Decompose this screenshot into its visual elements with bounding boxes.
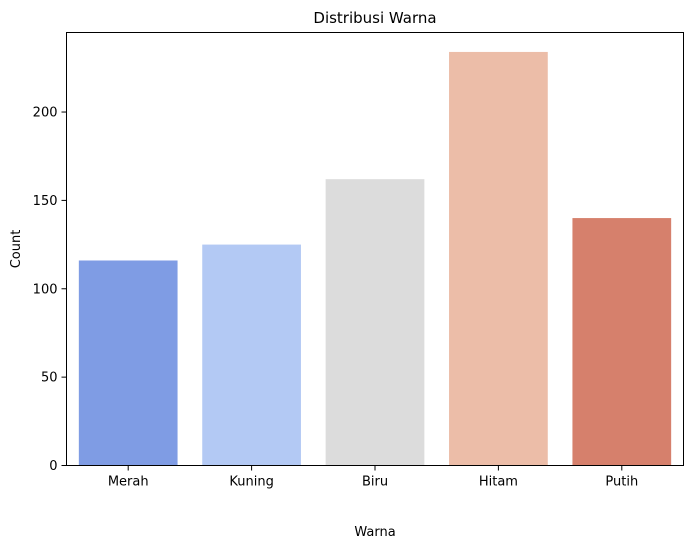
- bar-biru: [325, 179, 425, 466]
- bar-kuning: [202, 244, 301, 466]
- bars-group: [78, 51, 672, 466]
- y-tick-label: 50: [41, 371, 58, 386]
- bar-hitam: [449, 51, 548, 466]
- y-tick-label: 100: [33, 282, 58, 297]
- plot-frame: [66, 32, 684, 466]
- y-axis-ticks: 0 50 100 150 200: [33, 106, 67, 474]
- bar-putih: [572, 218, 672, 466]
- y-axis-label: Count: [9, 230, 24, 269]
- y-tick-label: 200: [33, 106, 58, 121]
- x-tick-label: Kuning: [229, 475, 273, 490]
- chart-title: Distribusi Warna: [313, 9, 436, 27]
- x-axis-ticks: Merah Kuning Biru Hitam Putih: [108, 465, 638, 490]
- y-tick-label: 150: [33, 194, 58, 209]
- x-tick-label: Putih: [605, 475, 638, 490]
- x-tick-label: Merah: [108, 475, 149, 490]
- x-axis-label: Warna: [354, 525, 395, 540]
- y-tick-label: 0: [49, 459, 57, 474]
- x-tick-label: Biru: [362, 475, 388, 490]
- bar-merah: [78, 260, 178, 466]
- x-tick-label: Hitam: [479, 475, 518, 490]
